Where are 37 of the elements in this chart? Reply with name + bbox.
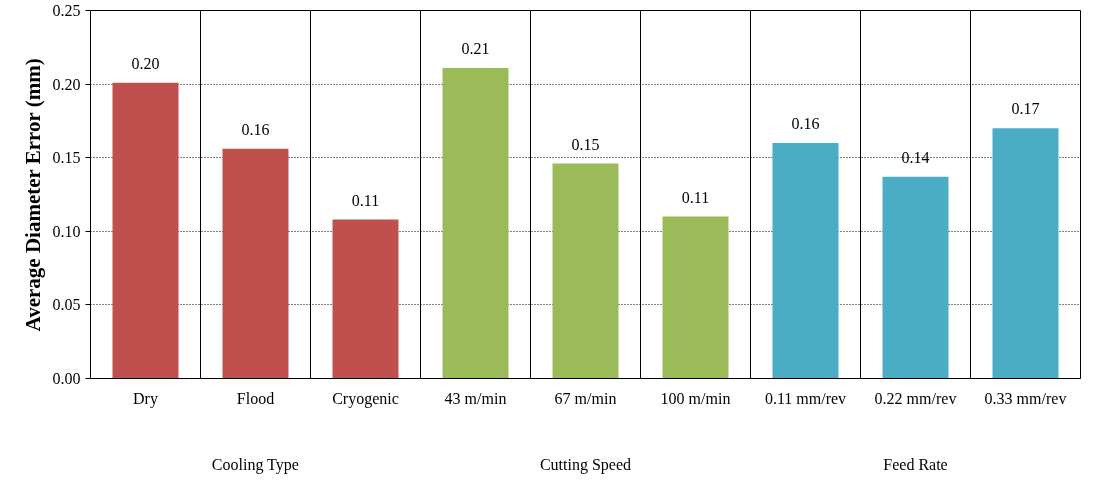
data-label: 0.16 — [241, 120, 270, 138]
text: Cutting Speed — [539, 455, 632, 474]
text: Cooling Type — [211, 455, 299, 474]
bar — [112, 82, 179, 379]
bar — [442, 67, 509, 379]
data-label: 0.16 — [791, 114, 820, 132]
bar — [882, 176, 949, 379]
y-tick-label: 0.05 — [52, 296, 81, 314]
data-label: 0.11 — [681, 188, 710, 206]
data-label: 0.15 — [571, 135, 600, 153]
x-tick-label: Dry — [133, 389, 158, 408]
x-tick-label: 0.11 mm/rev — [764, 389, 847, 407]
x-tick-label: 100 m/min — [660, 389, 731, 407]
y-tick-label: 0.20 — [52, 75, 81, 93]
data-label: 0.20 — [131, 54, 160, 72]
y-tick-label: 0.00 — [52, 370, 81, 387]
x-tick-label: 0.33 mm/rev — [984, 389, 1067, 407]
x-tick-label: 43 m/min — [444, 389, 507, 407]
x-tick-label: 67 m/min — [554, 389, 617, 407]
text: Feed Rate — [883, 455, 948, 473]
y-axis-title: Average Diameter Error (mm) — [20, 58, 45, 332]
bar — [222, 148, 289, 379]
y-tick-label: 0.15 — [52, 149, 81, 167]
data-label: 0.21 — [461, 39, 490, 57]
bar — [552, 163, 619, 379]
bar — [662, 216, 729, 379]
x-tick-label: 0.22 mm/rev — [874, 389, 957, 407]
y-tick-label: 0.10 — [52, 222, 81, 240]
x-tick-label: Cryogenic — [332, 389, 399, 408]
data-label: 0.17 — [1011, 100, 1040, 118]
data-label: 0.14 — [901, 148, 930, 166]
x-tick-label: Flood — [236, 389, 275, 407]
data-label: 0.11 — [351, 191, 380, 209]
y-tick-label: 0.25 — [52, 2, 81, 19]
bar — [992, 128, 1059, 379]
bar — [332, 219, 399, 379]
bar — [772, 142, 839, 379]
